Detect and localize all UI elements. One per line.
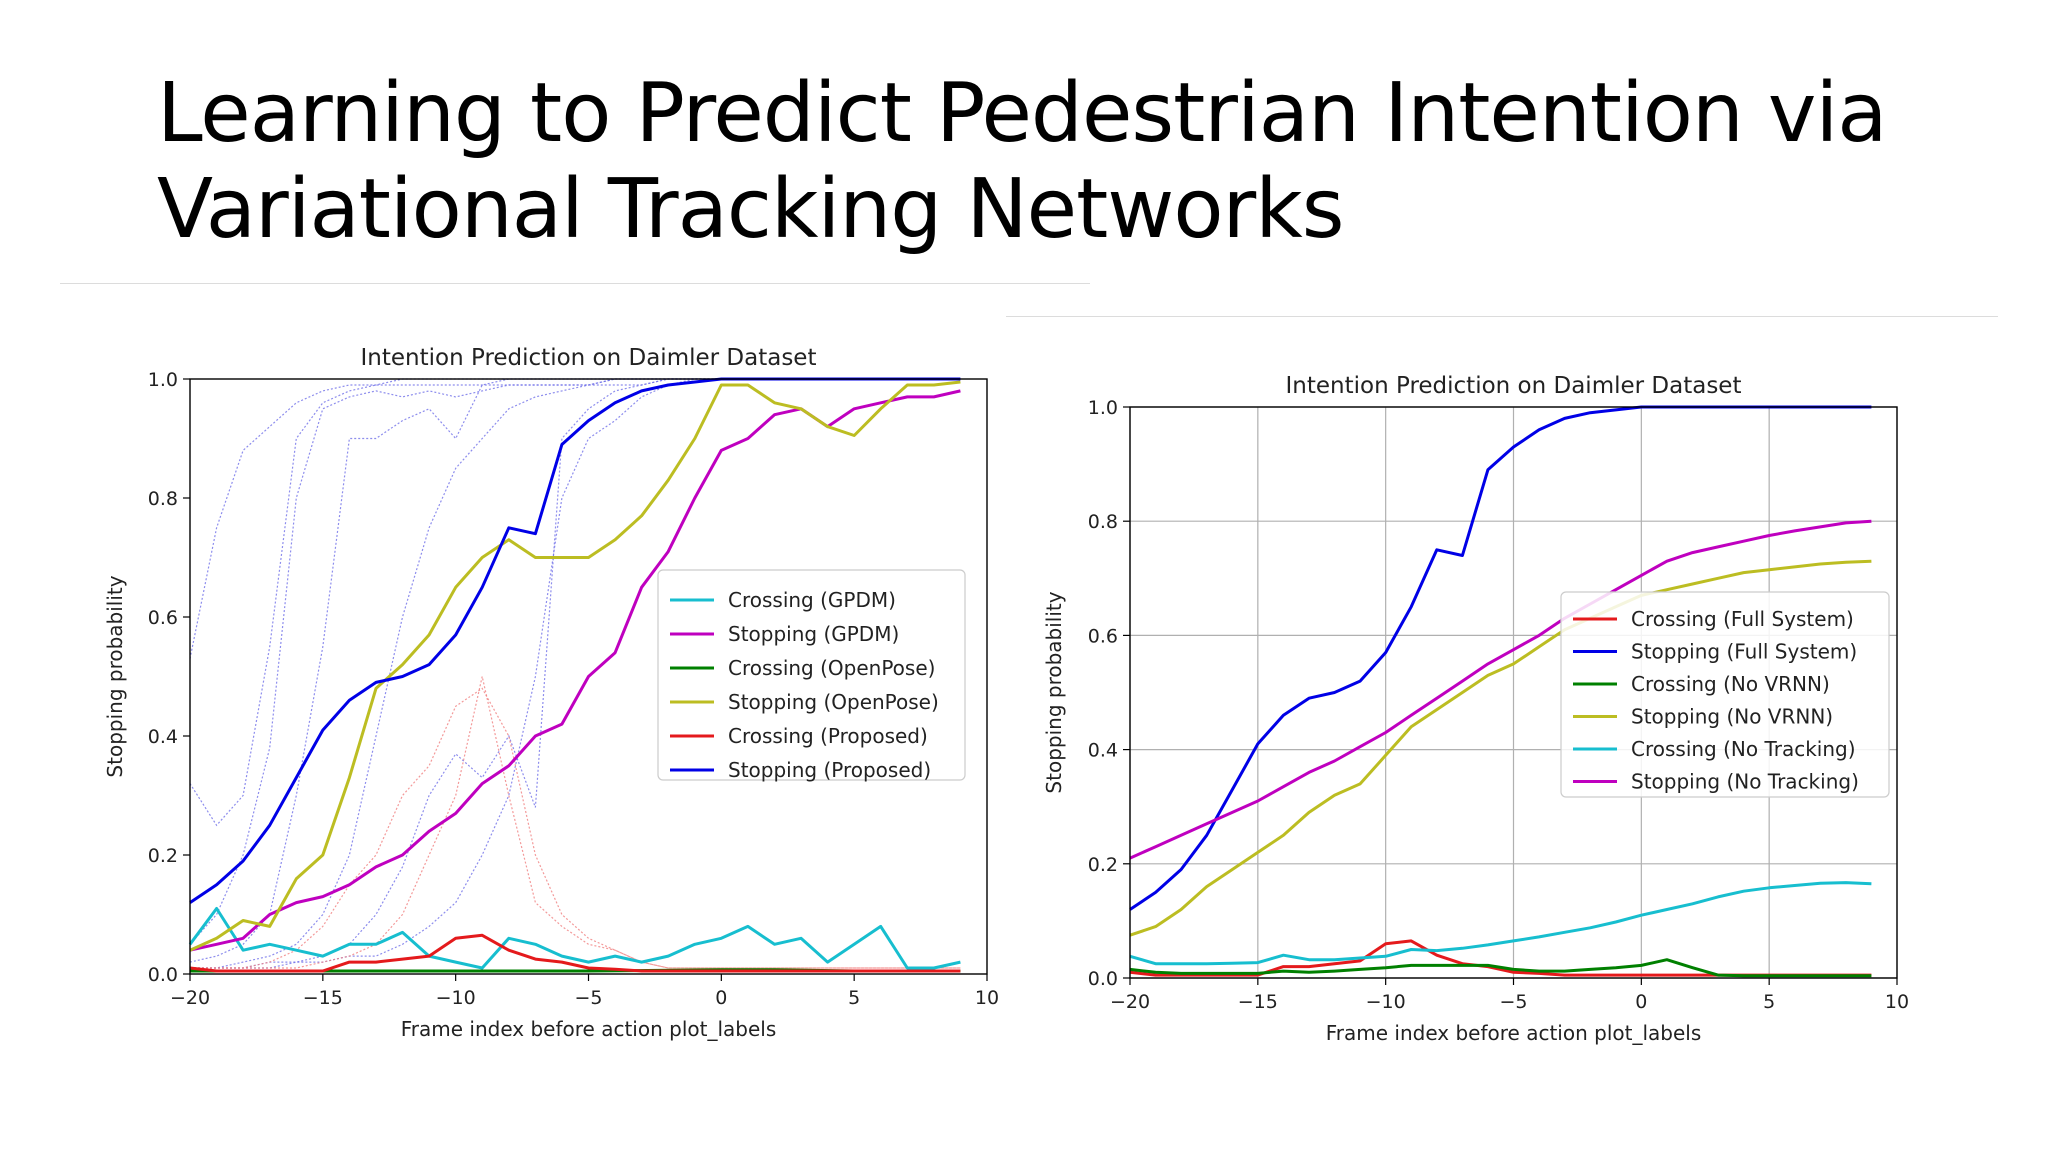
legend-label: Stopping (No VRNN) <box>1631 705 1833 729</box>
series-line <box>1129 958 1872 978</box>
x-tick-label: −10 <box>1366 991 1406 1013</box>
y-tick-label: 0.0 <box>148 964 178 986</box>
divider-right <box>1006 316 1998 317</box>
background-trace-line <box>190 676 961 969</box>
x-tick-label: 10 <box>1885 991 1909 1013</box>
y-tick-label: 0.8 <box>148 488 178 510</box>
series-line <box>1129 881 1872 966</box>
x-tick-label: −5 <box>1499 991 1527 1013</box>
legend-label: Stopping (GPDM) <box>728 622 899 646</box>
y-axis-label: Stopping probability <box>1042 591 1066 793</box>
x-axis-label: Frame index before action plot_labels <box>401 1017 777 1041</box>
y-tick-label: 0.4 <box>148 726 178 748</box>
y-tick-label: 1.0 <box>148 369 178 391</box>
y-tick-label: 0.2 <box>1088 854 1118 876</box>
series-line <box>1129 939 1872 977</box>
y-tick-label: 0.6 <box>1088 625 1118 647</box>
background-trace-line <box>190 687 961 969</box>
slide-title-line-1: Learning to Predict Pedestrian Intention… <box>157 66 1888 161</box>
slide-title-line-2: Variational Tracking Networks <box>157 162 1344 257</box>
legend-label: Stopping (OpenPose) <box>728 690 939 714</box>
series-line <box>189 380 961 952</box>
y-tick-label: 0.0 <box>1088 968 1118 990</box>
legend-label: Stopping (Proposed) <box>728 758 931 782</box>
x-tick-label: 10 <box>975 987 999 1009</box>
legend-label: Crossing (GPDM) <box>728 588 896 612</box>
series-line <box>1129 519 1872 860</box>
legend-box <box>1560 591 1890 798</box>
series-line <box>189 933 961 973</box>
chart-left: −20 −15 −10 −5 0 5 10 0.0 0.2 0.4 0.6 0.8 1.0 Intenti… <box>103 345 999 1041</box>
x-tick-label: −20 <box>170 987 210 1009</box>
legend-label: Crossing (OpenPose) <box>728 656 935 680</box>
legend-label: Crossing (No VRNN) <box>1631 672 1830 696</box>
legend-label: Stopping (No Tracking) <box>1631 770 1859 794</box>
legend-box <box>657 569 966 781</box>
y-axis-label: Stopping probability <box>103 575 127 777</box>
x-tick-label: 0 <box>715 987 727 1009</box>
series-line <box>189 389 961 952</box>
x-tick-label: −10 <box>436 987 476 1009</box>
chart-title: Intention Prediction on Daimler Dataset <box>361 345 817 371</box>
y-tick-label: 1.0 <box>1088 397 1118 419</box>
x-tick-label: 5 <box>848 987 860 1009</box>
x-tick-label: −20 <box>1110 991 1150 1013</box>
x-axis-label: Frame index before action plot_labels <box>1326 1021 1702 1045</box>
series-line <box>188 907 961 970</box>
legend-label: Crossing (Proposed) <box>728 724 928 748</box>
chart-title: Intention Prediction on Daimler Dataset <box>1286 373 1742 399</box>
y-tick-label: 0.6 <box>148 607 178 629</box>
divider-left <box>60 283 1090 284</box>
x-tick-label: −15 <box>1238 991 1278 1013</box>
y-tick-label: 0.2 <box>148 845 178 867</box>
x-tick-label: 0 <box>1635 991 1647 1013</box>
x-tick-label: 5 <box>1763 991 1775 1013</box>
y-tick-label: 0.8 <box>1088 511 1118 533</box>
y-tick-label: 0.4 <box>1088 740 1118 762</box>
legend-label: Crossing (Full System) <box>1631 607 1854 631</box>
x-tick-label: −15 <box>303 987 343 1009</box>
legend-label: Stopping (Full System) <box>1631 640 1857 664</box>
legend-label: Crossing (No Tracking) <box>1631 737 1856 761</box>
slide-title: Learning to Predict Pedestrian Intention… <box>157 66 1957 258</box>
series-line <box>1129 559 1872 937</box>
x-tick-label: −5 <box>574 987 602 1009</box>
chart-right: −20 −15 −10 −5 0 5 10 0.0 0.2 0.4 0.6 0.8 1.0 Intenti… <box>1042 373 1909 1045</box>
